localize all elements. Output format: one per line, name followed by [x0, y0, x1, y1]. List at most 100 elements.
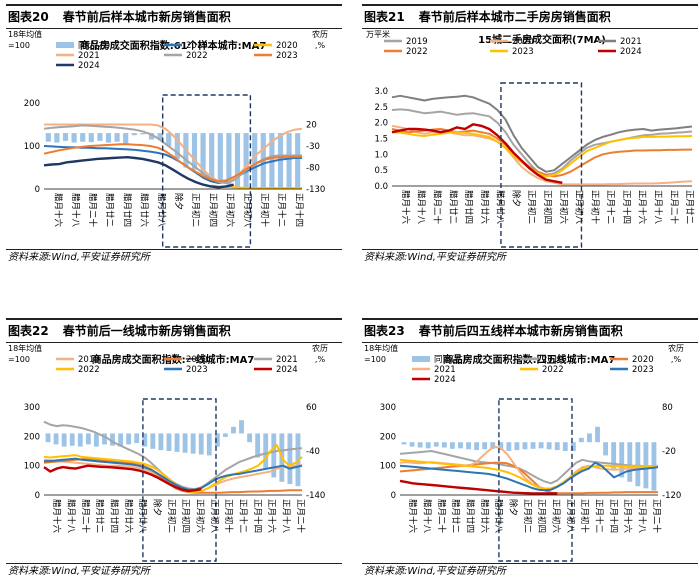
yoy-bar [148, 133, 155, 140]
yoy-bar [522, 442, 528, 450]
yoy-bar [627, 442, 633, 482]
figure-title: 春节前后样本城市二手房房销售面积 [418, 10, 611, 24]
x-axis-category-label: 正月十四 [608, 499, 619, 533]
series-line-2023 [399, 461, 659, 492]
x-axis-category-label: 除夕 [508, 499, 519, 516]
x-axis-category-label: 正月初六 [195, 499, 206, 534]
right-axis-unit-label: ,% [671, 355, 682, 364]
x-axis-category-label: 正月十二 [276, 193, 287, 228]
yoy-bar [54, 133, 60, 143]
series-line-2024 [43, 156, 234, 189]
legend-label-2020: 2020 [512, 37, 534, 47]
yoy-bar [214, 433, 220, 447]
yoy-bar [449, 442, 455, 449]
left-axis-tick-label: 200 [380, 432, 396, 442]
yoy-bar [530, 442, 536, 449]
figure-title-bar: 图表23 春节前后四五线样本城市新房销售面积 [362, 318, 698, 343]
yoy-bar [441, 442, 447, 448]
yoy-bar [93, 433, 99, 447]
right-axis-tick-label: 80 [662, 403, 673, 413]
x-axis-category-label: 正月初二 [526, 190, 537, 225]
left-axis-tick-label: 1.5 [374, 135, 388, 145]
legend-label-2023: 2023 [276, 51, 298, 61]
yoy-bar [97, 133, 103, 141]
yoy-bar [409, 442, 415, 447]
x-axis-category-label: 腊月廿四 [463, 190, 474, 224]
yoy-bar [217, 133, 223, 181]
yoy-bar [131, 133, 137, 136]
yoy-bar [174, 133, 180, 159]
x-axis-category-label: 正月廿二 [684, 190, 695, 225]
yoy-bar [252, 133, 258, 189]
x-axis-category-label: 正月初六 [558, 190, 569, 225]
yoy-bar [570, 442, 576, 451]
legend-label-2024: 2024 [434, 375, 456, 385]
x-axis-category-label: 腊月二十 [432, 190, 443, 225]
x-axis-category-label: 正月二十 [295, 499, 306, 534]
x-axis-category-label: 正月初四 [180, 499, 191, 533]
yoy-bar [578, 437, 584, 443]
left-axis-tick-label: 300 [380, 403, 396, 413]
yoy-bar [595, 426, 600, 443]
yoy-bar [134, 433, 140, 444]
yoy-bar [247, 433, 253, 443]
legend-label-2021: 2021 [620, 37, 642, 47]
yoy-bar [142, 433, 148, 447]
figure-21-panel: 图表21 春节前后样本城市二手房房销售面积 15城二手房成交面积(7MA) 万平米 2… [362, 4, 698, 265]
legend-label-2019: 2019 [542, 355, 564, 365]
legend-label-2020: 2020 [186, 355, 208, 365]
yoy-bar [277, 133, 284, 189]
right-axis-unit-label: 农历 [312, 343, 328, 353]
yoy-bar [554, 442, 560, 451]
figure-number: 图表21 [364, 10, 405, 24]
yoy-bar [126, 433, 132, 445]
right-axis-tick-label: -40 [306, 447, 320, 457]
yoy-bar [490, 442, 496, 449]
yoy-bar [498, 442, 504, 451]
legend-label-2021: 2021 [434, 365, 456, 375]
yoy-bar [206, 433, 212, 456]
x-axis-category-label: 腊月十六 [400, 190, 411, 225]
series-line-2023 [43, 143, 302, 183]
x-axis-category-label: 正月十二 [594, 499, 605, 534]
series-line-2024 [391, 123, 563, 184]
x-axis-category-label: 除夕 [152, 499, 163, 516]
yoy-bar [466, 442, 471, 450]
x-axis-category-label: 正月十四 [252, 499, 263, 533]
legend-label-2019: 2019 [406, 37, 428, 47]
x-axis-category-label: 正月初十 [223, 499, 234, 534]
yoy-bar [287, 433, 293, 484]
series-line-2022 [391, 128, 692, 178]
x-axis-category-label: 正月初四 [207, 193, 218, 227]
yoy-bar [231, 426, 236, 434]
yoy-bar [191, 133, 198, 170]
right-axis-tick-label: 20 [306, 121, 317, 131]
left-axis-tick-label: 0 [391, 491, 396, 501]
holiday-highlight-box [500, 82, 583, 248]
yoy-bar [61, 433, 67, 447]
legend-label-同比(右): 同比(右) [434, 354, 466, 365]
x-axis-category-label: 正月十八 [653, 190, 664, 225]
figure-number: 图表20 [8, 10, 49, 24]
legend-label-2024: 2024 [620, 47, 642, 57]
yoy-bar [140, 133, 146, 135]
left-axis-unit-label: =100 [8, 41, 30, 50]
x-axis-category-label: 正月十二 [605, 190, 616, 225]
x-axis-category-label: 腊月廿四 [465, 499, 476, 533]
legend-label-2024: 2024 [276, 365, 298, 375]
yoy-bar [80, 133, 86, 142]
right-axis-unit-label: 农历 [668, 343, 684, 353]
left-axis-tick-label: 0.0 [374, 182, 388, 192]
series-line-2023 [43, 457, 303, 491]
legend-label-2020: 2020 [276, 41, 298, 51]
yoy-bar [226, 133, 232, 185]
left-axis-unit-label: 18年均值 [8, 343, 42, 353]
figure-title-bar: 图表21 春节前后样本城市二手房房销售面积 [362, 4, 698, 29]
x-axis-category-label: 正月初十 [589, 190, 600, 225]
x-axis-category-label: 正月十四 [621, 190, 632, 224]
yoy-bar [546, 442, 552, 450]
series-line-2019 [391, 108, 693, 176]
legend-label-2019: 2019 [78, 355, 100, 365]
left-axis-tick-label: 2.0 [374, 119, 388, 129]
